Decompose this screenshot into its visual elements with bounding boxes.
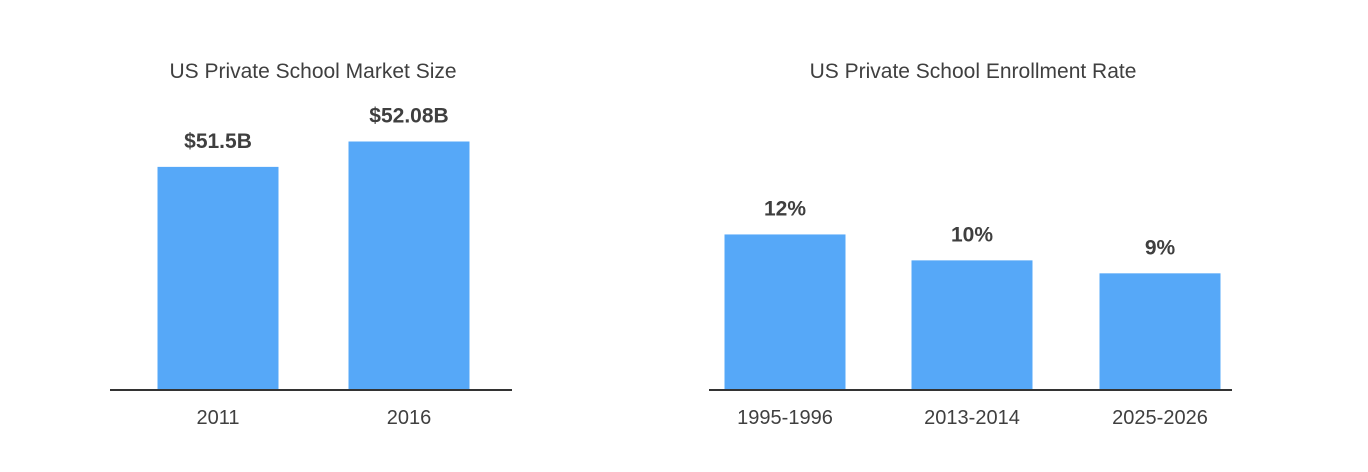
bar: [724, 234, 846, 390]
data-label: 9%: [1145, 236, 1176, 259]
x-tick-label: 2016: [387, 407, 432, 429]
x-tick-label: 2011: [196, 407, 239, 429]
x-tick-label: 2025-2026: [1112, 407, 1208, 429]
chart-title: US Private School Market Size: [169, 60, 456, 83]
chart-title: US Private School Enrollment Rate: [810, 60, 1137, 83]
bar: [157, 166, 279, 390]
x-tick-label: 1995-1996: [737, 407, 833, 429]
data-label: $52.08B: [369, 105, 448, 128]
market-size-chart: US Private School Market Size $51.5B 2011…: [110, 60, 512, 429]
x-tick-label: 2013-2014: [924, 407, 1020, 429]
data-label: 10%: [951, 223, 993, 246]
enrollment-rate-chart: US Private School Enrollment Rate 12% 199…: [709, 60, 1232, 429]
bar: [348, 141, 470, 390]
bar: [1099, 273, 1221, 390]
bar: [911, 260, 1033, 390]
data-label: 12%: [764, 197, 806, 220]
data-label: $51.5B: [184, 130, 252, 153]
